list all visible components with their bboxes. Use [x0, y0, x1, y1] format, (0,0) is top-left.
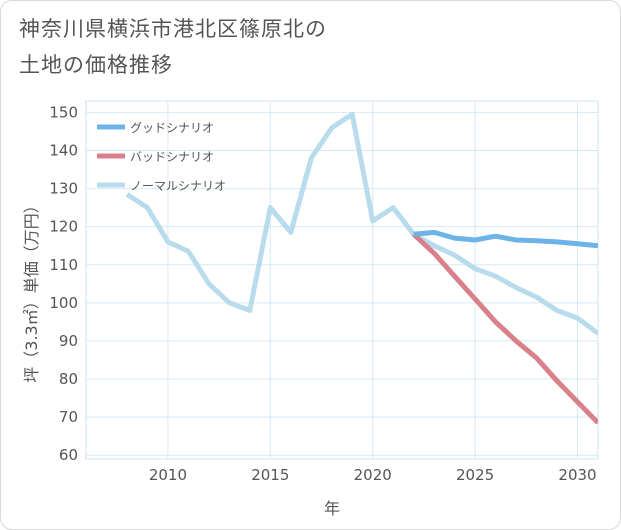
- x-axis-label: 年: [324, 499, 340, 518]
- series-line-normal: [125, 111, 598, 336]
- x-tick-label: 2010: [149, 466, 187, 484]
- y-tick-label: 70: [59, 408, 78, 426]
- series-line-bad: [412, 232, 598, 425]
- y-axis-label: 坪（3.3㎡）単価（万円）: [22, 197, 41, 382]
- chart-title-line1: 神奈川県横浜市港北区篠原北の: [19, 17, 327, 41]
- y-tick-label: 140: [49, 142, 78, 160]
- y-tick-label: 110: [49, 256, 78, 274]
- y-tick-label: 80: [59, 370, 78, 388]
- plot-area: [85, 100, 599, 460]
- chart-title: 神奈川県横浜市港北区篠原北の 土地の価格推移: [19, 11, 327, 83]
- y-tick-label: 120: [49, 218, 78, 236]
- x-tick-label: 2025: [456, 466, 494, 484]
- y-tick-label: 90: [59, 332, 78, 350]
- legend-label: ノーマルシナリオ: [130, 179, 226, 193]
- legend-label: グッドシナリオ: [130, 121, 214, 135]
- y-tick-label: 130: [49, 180, 78, 198]
- y-tick-label: 60: [59, 446, 78, 464]
- series-line-good: [413, 229, 598, 249]
- x-tick-label: 2015: [251, 466, 289, 484]
- y-tick-label: 150: [49, 103, 78, 121]
- legend-label: バッドシナリオ: [130, 150, 214, 164]
- x-tick-label: 2020: [354, 466, 392, 484]
- x-tick-label: 2030: [558, 466, 596, 484]
- chart-title-line2: 土地の価格推移: [19, 53, 173, 77]
- y-tick-label: 100: [49, 294, 78, 312]
